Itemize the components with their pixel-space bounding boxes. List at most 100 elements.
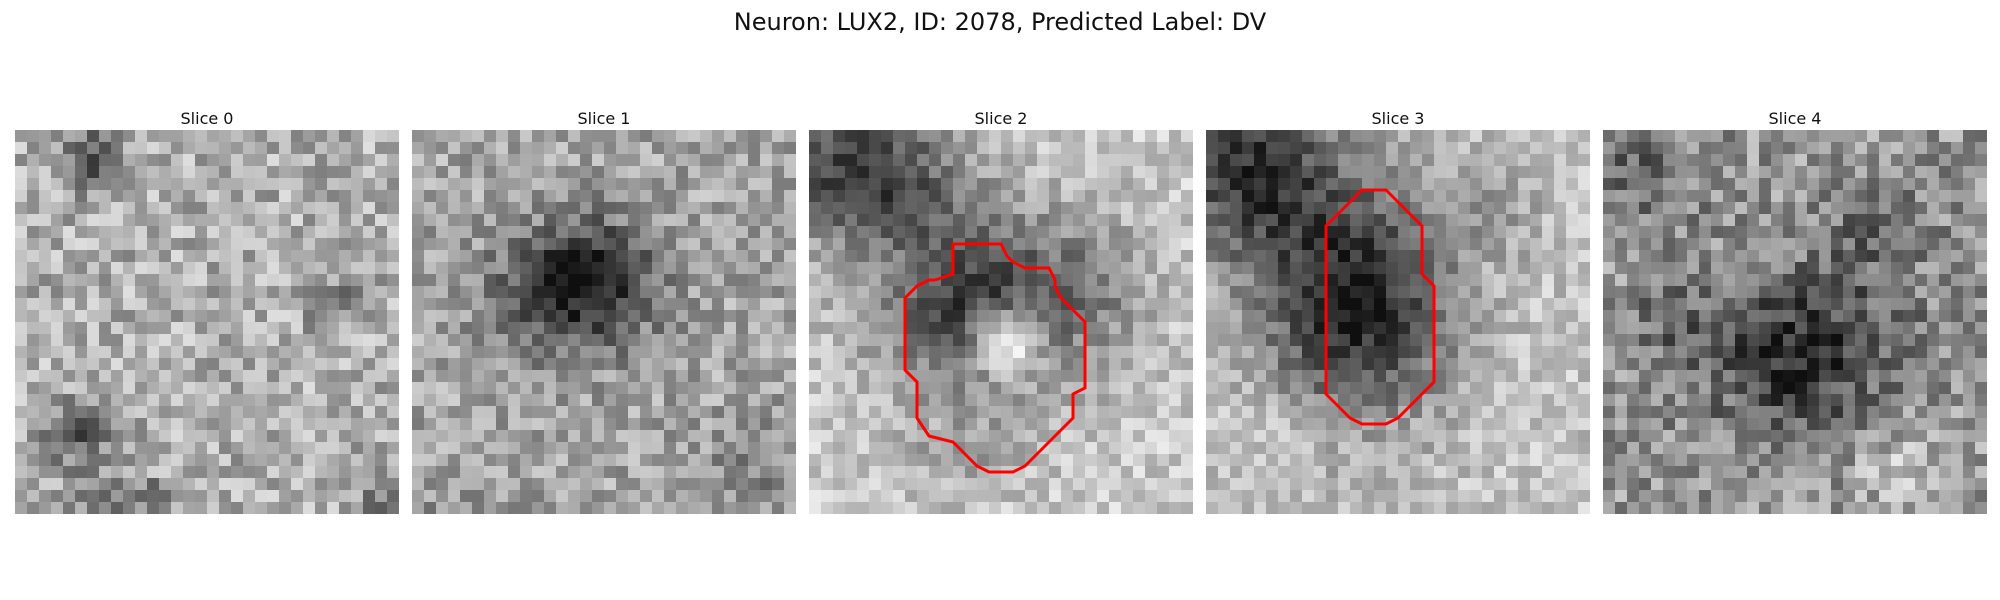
image-pixel	[760, 430, 773, 443]
image-pixel	[700, 130, 713, 143]
image-pixel	[1735, 226, 1748, 239]
image-pixel	[1446, 130, 1459, 143]
image-pixel	[1711, 334, 1724, 347]
image-pixel	[1627, 346, 1640, 359]
image-pixel	[821, 250, 834, 263]
image-pixel	[941, 130, 954, 143]
image-pixel	[448, 358, 461, 371]
image-pixel	[700, 190, 713, 203]
image-pixel	[1302, 310, 1315, 323]
image-pixel	[448, 442, 461, 455]
image-pixel	[1915, 166, 1928, 179]
image-pixel	[833, 226, 846, 239]
image-pixel	[339, 298, 352, 311]
image-pixel	[1037, 478, 1050, 491]
image-pixel	[821, 418, 834, 431]
image-pixel	[1518, 238, 1531, 251]
image-pixel	[556, 154, 569, 167]
image-pixel	[736, 250, 749, 263]
image-pixel	[1013, 286, 1026, 299]
image-pixel	[375, 202, 388, 215]
image-pixel	[412, 346, 425, 359]
image-pixel	[1879, 382, 1892, 395]
image-pixel	[1687, 310, 1700, 323]
image-pixel	[496, 382, 509, 395]
image-pixel	[1879, 394, 1892, 407]
image-pixel	[1386, 310, 1399, 323]
image-pixel	[375, 394, 388, 407]
image-pixel	[291, 442, 304, 455]
image-pixel	[135, 394, 148, 407]
image-pixel	[1157, 190, 1170, 203]
image-pixel	[809, 202, 822, 215]
image-pixel	[929, 490, 942, 503]
image-pixel	[123, 298, 136, 311]
image-pixel	[1494, 274, 1507, 287]
image-pixel	[39, 154, 52, 167]
image-pixel	[857, 298, 870, 311]
image-pixel	[183, 454, 196, 467]
image-pixel	[929, 322, 942, 335]
image-pixel	[327, 286, 340, 299]
image-pixel	[1915, 298, 1928, 311]
image-pixel	[628, 346, 641, 359]
image-pixel	[857, 418, 870, 431]
image-pixel	[1410, 490, 1423, 503]
image-pixel	[1542, 454, 1555, 467]
image-pixel	[700, 394, 713, 407]
image-pixel	[1482, 346, 1495, 359]
image-pixel	[363, 166, 376, 179]
image-pixel	[448, 178, 461, 191]
image-pixel	[255, 454, 268, 467]
image-pixel	[1362, 358, 1375, 371]
image-pixel	[917, 454, 930, 467]
image-pixel	[1145, 310, 1158, 323]
image-pixel	[748, 442, 761, 455]
image-pixel	[845, 358, 858, 371]
image-pixel	[243, 250, 256, 263]
image-pixel	[724, 190, 737, 203]
image-pixel	[845, 178, 858, 191]
image-pixel	[1350, 346, 1363, 359]
image-pixel	[965, 478, 978, 491]
image-pixel	[448, 262, 461, 275]
image-pixel	[1218, 310, 1231, 323]
image-pixel	[195, 238, 208, 251]
image-pixel	[1831, 202, 1844, 215]
image-pixel	[520, 310, 533, 323]
image-pixel	[712, 418, 725, 431]
image-pixel	[869, 478, 882, 491]
image-pixel	[267, 358, 280, 371]
image-pixel	[327, 310, 340, 323]
image-pixel	[1230, 298, 1243, 311]
panel-title: Slice 3	[1371, 109, 1425, 128]
image-pixel	[291, 130, 304, 143]
image-pixel	[1350, 382, 1363, 395]
image-pixel	[977, 286, 990, 299]
image-pixel	[1795, 454, 1808, 467]
image-pixel	[1278, 178, 1291, 191]
image-pixel	[255, 250, 268, 263]
image-pixel	[1939, 358, 1952, 371]
image-pixel	[1867, 178, 1880, 191]
image-pixel	[1374, 466, 1387, 479]
image-pixel	[1326, 310, 1339, 323]
image-pixel	[1819, 154, 1832, 167]
image-pixel	[75, 490, 88, 503]
image-pixel	[39, 382, 52, 395]
image-pixel	[412, 382, 425, 395]
image-pixel	[1951, 418, 1964, 431]
image-pixel	[1578, 370, 1590, 383]
image-pixel	[1831, 274, 1844, 287]
image-pixel	[1951, 154, 1964, 167]
image-pixel	[460, 286, 473, 299]
image-pixel	[809, 406, 822, 419]
image-pixel	[1013, 154, 1026, 167]
image-pixel	[1879, 262, 1892, 275]
image-pixel	[1362, 226, 1375, 239]
image-pixel	[676, 166, 689, 179]
image-pixel	[219, 382, 232, 395]
image-pixel	[893, 178, 906, 191]
image-pixel	[1434, 334, 1447, 347]
image-pixel	[303, 382, 316, 395]
